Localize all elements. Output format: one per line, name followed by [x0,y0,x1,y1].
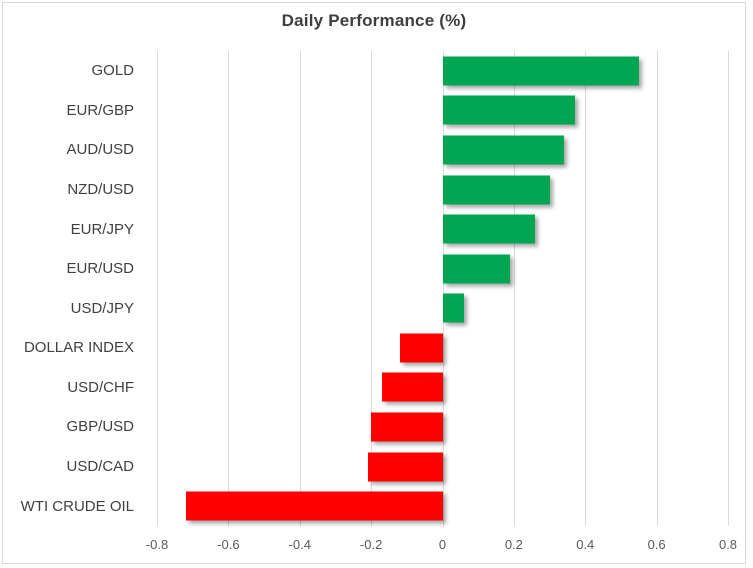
bar-series [157,51,728,526]
gridline--0.2 [371,51,373,526]
category-label-eur-usd: EUR/USD [66,260,134,278]
x-axis: -0.8 -0.6 -0.4 -0.2 0 0.2 0.4 0.6 0.8 [146,537,737,555]
x-tick-label--0.6: -0.6 [217,537,240,552]
x-tick-label-0.2: 0.2 [504,537,523,552]
gridline-0.8 [728,51,729,526]
bar-row-eur-jpy [157,209,728,249]
gridline-0.4 [585,51,587,526]
category-label-usd-jpy: USD/JPY [70,299,134,317]
category-label-usd-chf: USD/CHF [67,378,134,396]
gridline--0.8 [157,51,158,526]
bar-usd-chf [381,372,443,402]
x-tick-label-0: 0 [438,537,447,552]
bar-aud-usd [442,135,564,165]
x-tick-label-0.4: 0.4 [576,537,595,552]
bar-eur-gbp [442,95,575,125]
x-tick-label--0.4: -0.4 [288,537,311,552]
gridline--0.6 [228,51,230,526]
chart-frame: Daily Performance (%) GOLD EUR/GBP AUD/USD… [2,2,746,564]
bar-row-gold [157,51,728,91]
bar-row-eur-gbp [157,91,728,131]
bar-row-nzd-usd [157,170,728,210]
category-label-usd-cad: USD/CAD [66,458,134,476]
category-label-dollar-index: DOLLAR INDEX [23,339,134,357]
bar-gold [442,56,639,86]
x-tick-label-0.8: 0.8 [718,537,738,552]
bar-gbp-usd [371,412,443,442]
bar-row-usd-jpy [157,288,728,328]
bar-row-usd-chf [157,368,728,408]
bar-row-usd-cad [157,447,728,487]
bar-usd-jpy [442,293,464,323]
x-tick-label-0.6: 0.6 [647,537,666,552]
bar-eur-usd [442,254,511,284]
gridline-0.6 [656,51,658,526]
bar-row-aud-usd [157,130,728,170]
x-tick-label--0.2: -0.2 [359,537,383,552]
category-label-aud-usd: AUD/USD [66,141,134,159]
gridline--0.4 [299,51,301,526]
bar-row-dollar-index [157,328,728,368]
category-label-eur-gbp: EUR/GBP [66,101,134,119]
x-tick-label--0.8: -0.8 [145,537,169,552]
bar-wti-crude-oil [185,491,443,521]
gridline-0 [442,51,444,526]
category-axis: GOLD EUR/GBP AUD/USD NZD/USD EUR/JPY EUR/USD U… [11,51,134,526]
bar-dollar-index [399,333,443,363]
bar-row-wti-crude-oil [157,486,728,526]
category-label-gbp-usd: GBP/USD [66,418,134,436]
category-label-gold: GOLD [91,62,134,80]
category-label-wti-crude-oil: WTI CRUDE OIL [20,497,134,515]
category-label-nzd-usd: NZD/USD [67,181,134,199]
chart-title: Daily Performance (%) [281,11,467,30]
bar-row-gbp-usd [157,407,728,447]
bar-nzd-usd [442,175,550,205]
category-label-eur-jpy: EUR/JPY [70,220,134,238]
bar-row-eur-usd [157,249,728,289]
plot-area [157,51,729,526]
bar-usd-cad [367,452,443,482]
gridline-0.2 [513,51,515,526]
bar-eur-jpy [442,214,536,244]
